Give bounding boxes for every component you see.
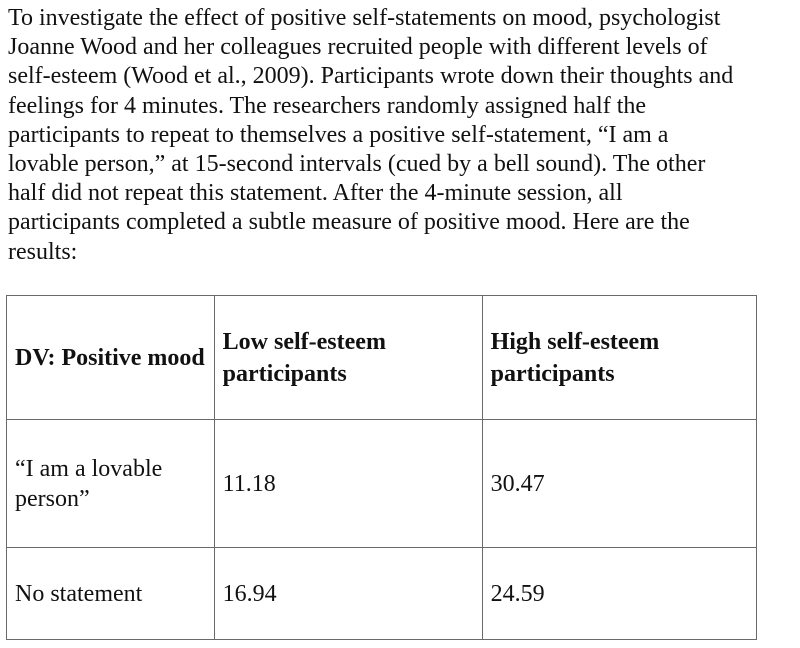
paragraph-line: feelings for 4 minutes. The researchers … <box>8 92 647 119</box>
paragraph-line: half did not repeat this statement. Afte… <box>8 180 623 207</box>
header-high-self-esteem: High self-esteem participants <box>481 295 758 420</box>
cell-low-self-esteem: 16.94 <box>213 547 483 640</box>
results-table: DV: Positive mood Low self-esteem partic… <box>6 295 758 640</box>
row-label-lovable-person: “I am a lovable person” <box>6 419 215 548</box>
row-label-no-statement: No statement <box>6 547 215 640</box>
paragraph-line: To investigate the effect of positive se… <box>8 5 721 31</box>
table-row: No statement 16.94 24.59 <box>6 547 758 640</box>
header-low-self-esteem: Low self-esteem participants <box>213 295 483 420</box>
cell-low-self-esteem: 11.18 <box>213 419 483 548</box>
paragraph-line: results: <box>8 238 78 265</box>
cell-high-self-esteem: 30.47 <box>481 419 758 548</box>
paragraph-line: self-esteem (Wood et al., 2009). Partici… <box>8 63 734 90</box>
paragraph-line: lovable person,” at 15-second intervals … <box>8 151 706 178</box>
paragraph-line: participants completed a subtle measure … <box>8 209 690 236</box>
paragraph-line: participants to repeat to themselves a p… <box>8 121 669 148</box>
paragraph-line: Joanne Wood and her colleagues recruited… <box>8 34 708 61</box>
cell-high-self-esteem: 24.59 <box>481 547 758 640</box>
table-header-row: DV: Positive mood Low self-esteem partic… <box>6 295 758 420</box>
header-dv-positive-mood: DV: Positive mood <box>6 295 215 420</box>
table-row: “I am a lovable person” 11.18 30.47 <box>6 419 758 548</box>
intro-paragraph: To investigate the effect of positive se… <box>8 4 796 267</box>
